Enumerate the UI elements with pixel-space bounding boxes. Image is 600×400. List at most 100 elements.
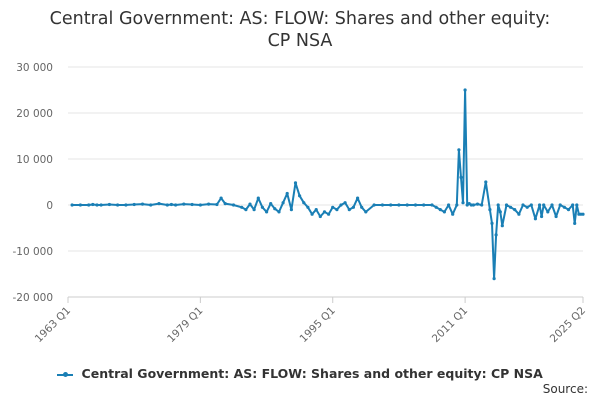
data-point[interactable] <box>318 214 322 219</box>
data-point[interactable] <box>533 217 538 221</box>
data-point[interactable] <box>310 212 314 216</box>
data-point[interactable] <box>573 221 577 225</box>
data-point[interactable] <box>231 203 236 207</box>
data-point[interactable] <box>149 203 153 207</box>
data-point[interactable] <box>496 203 500 207</box>
data-point[interactable] <box>380 203 384 207</box>
data-point[interactable] <box>509 205 513 209</box>
data-point[interactable] <box>256 196 260 200</box>
data-point[interactable] <box>107 202 111 207</box>
data-point[interactable] <box>95 203 99 207</box>
legend[interactable]: Central Government: AS: FLOW: Shares and… <box>0 366 600 381</box>
data-point[interactable] <box>488 208 492 212</box>
data-point[interactable] <box>293 181 298 185</box>
data-point[interactable] <box>438 208 442 212</box>
data-point[interactable] <box>442 210 446 214</box>
data-point[interactable] <box>575 203 579 207</box>
data-point[interactable] <box>335 208 339 212</box>
data-point[interactable] <box>281 201 285 205</box>
data-point[interactable] <box>306 205 310 209</box>
data-point[interactable] <box>252 208 256 212</box>
data-point[interactable] <box>422 203 426 207</box>
data-point[interactable] <box>492 277 496 281</box>
data-point[interactable] <box>215 202 219 207</box>
data-point[interactable] <box>70 203 74 207</box>
data-point[interactable] <box>372 203 376 207</box>
data-point[interactable] <box>277 210 281 214</box>
data-point[interactable] <box>397 203 401 207</box>
data-point[interactable] <box>455 203 459 207</box>
data-point[interactable] <box>157 202 161 206</box>
data-point[interactable] <box>285 191 289 196</box>
data-point[interactable] <box>480 203 484 207</box>
data-point[interactable] <box>273 207 277 211</box>
data-point[interactable] <box>550 203 554 207</box>
data-point[interactable] <box>116 203 120 207</box>
data-point[interactable] <box>457 148 461 152</box>
data-point[interactable] <box>581 212 585 216</box>
data-point[interactable] <box>451 212 455 216</box>
data-point[interactable] <box>504 203 509 207</box>
data-point[interactable] <box>447 203 451 207</box>
data-point[interactable] <box>302 201 306 205</box>
data-point[interactable] <box>517 212 521 216</box>
data-point[interactable] <box>140 202 145 206</box>
data-point[interactable] <box>542 203 546 207</box>
data-point[interactable] <box>538 203 542 207</box>
data-point[interactable] <box>244 208 248 212</box>
data-point[interactable] <box>413 203 418 207</box>
data-point[interactable] <box>364 210 368 214</box>
data-point[interactable] <box>327 212 331 216</box>
data-point[interactable] <box>298 194 302 198</box>
data-point[interactable] <box>165 203 169 207</box>
data-point[interactable] <box>389 203 393 207</box>
data-point[interactable] <box>554 214 558 219</box>
data-point[interactable] <box>356 196 360 200</box>
data-point[interactable] <box>475 202 480 206</box>
data-point[interactable] <box>174 203 178 207</box>
data-point[interactable] <box>405 203 409 207</box>
data-point[interactable] <box>562 205 567 209</box>
data-point[interactable] <box>331 205 335 209</box>
data-point[interactable] <box>471 203 475 207</box>
data-point[interactable] <box>430 203 434 207</box>
data-point[interactable] <box>248 202 252 206</box>
data-point[interactable] <box>498 210 502 214</box>
data-point[interactable] <box>182 202 186 206</box>
data-point[interactable] <box>490 221 494 225</box>
data-point[interactable] <box>169 202 173 207</box>
data-point[interactable] <box>223 202 227 206</box>
data-point[interactable] <box>529 203 533 207</box>
data-point[interactable] <box>360 205 364 209</box>
data-point[interactable] <box>540 214 544 219</box>
data-point[interactable] <box>322 210 327 214</box>
data-point[interactable] <box>289 208 293 212</box>
data-point[interactable] <box>459 175 463 179</box>
data-point[interactable] <box>513 208 517 212</box>
data-point[interactable] <box>525 205 529 209</box>
data-point[interactable] <box>343 201 347 205</box>
data-point[interactable] <box>558 203 562 207</box>
data-point[interactable] <box>269 202 273 206</box>
data-point[interactable] <box>484 180 488 184</box>
data-point[interactable] <box>132 202 136 207</box>
data-point[interactable] <box>546 210 550 214</box>
data-point[interactable] <box>124 203 128 207</box>
data-point[interactable] <box>461 201 465 205</box>
data-point[interactable] <box>190 202 194 207</box>
data-point[interactable] <box>99 203 103 207</box>
data-point[interactable] <box>207 202 211 206</box>
data-point[interactable] <box>339 203 343 207</box>
data-point[interactable] <box>265 210 269 214</box>
data-point[interactable] <box>219 196 223 200</box>
data-point[interactable] <box>240 205 244 209</box>
data-point[interactable] <box>494 233 498 237</box>
data-point[interactable] <box>314 208 318 212</box>
data-point[interactable] <box>571 203 575 207</box>
data-point[interactable] <box>351 205 355 209</box>
data-point[interactable] <box>91 202 95 207</box>
data-point[interactable] <box>566 208 571 212</box>
data-point[interactable] <box>463 88 467 92</box>
data-point[interactable] <box>434 205 438 209</box>
data-point[interactable] <box>87 203 91 207</box>
